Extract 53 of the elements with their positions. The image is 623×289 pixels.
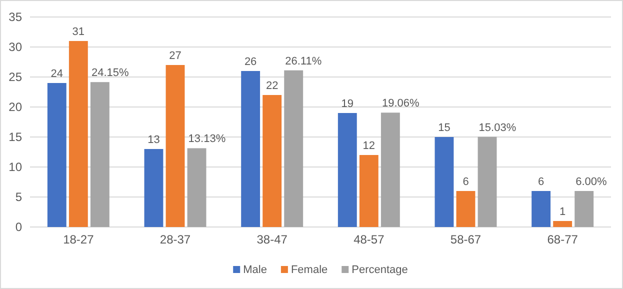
bar: [553, 221, 572, 227]
data-label: 19.06%: [382, 98, 420, 110]
data-label: 12: [362, 140, 376, 152]
data-label: 15.03%: [478, 122, 516, 134]
bar: [68, 41, 88, 227]
bar: [241, 71, 260, 227]
bar: [47, 83, 66, 227]
data-label: 6: [462, 176, 469, 188]
data-label: 1: [560, 206, 566, 218]
data-label: 19: [341, 98, 354, 110]
bar: [574, 191, 594, 227]
legend-label: Female: [290, 264, 328, 276]
bar: [166, 65, 185, 227]
y-tick-label: 20: [8, 100, 22, 114]
data-label: 26.11%: [285, 55, 322, 68]
y-tick-label: 15: [8, 130, 22, 144]
bar: [144, 149, 164, 227]
bar: [338, 113, 357, 227]
y-tick-label: 30: [8, 40, 22, 54]
data-label: 26: [244, 56, 257, 68]
bar: [359, 155, 378, 227]
bar: [187, 148, 206, 227]
x-tick-label: 28-37: [160, 232, 191, 247]
data-label: 15: [438, 122, 450, 134]
x-tick-label: 18-27: [63, 232, 94, 247]
x-tick-label: 68-77: [547, 232, 578, 247]
data-label: 6: [538, 176, 544, 188]
bar: [478, 136, 497, 227]
data-label: 31: [72, 26, 85, 38]
data-label: 27: [169, 50, 182, 62]
data-label: 6.00%: [576, 176, 608, 188]
y-tick-label: 35: [8, 10, 22, 24]
y-tick-label: 25: [8, 70, 22, 84]
data-label: 24.15%: [91, 67, 129, 80]
data-label: 22: [266, 80, 278, 92]
bar: [284, 70, 304, 227]
y-tick-label: 0: [15, 220, 22, 234]
bar: [90, 82, 110, 227]
bar: [262, 95, 282, 227]
bar: [456, 191, 476, 227]
bar: [380, 112, 400, 227]
data-label: 24: [50, 68, 64, 80]
y-tick-label: 10: [8, 160, 22, 174]
y-tick-label: 5: [15, 190, 22, 204]
x-tick-label: 58-67: [450, 232, 482, 247]
bar: [532, 191, 551, 227]
legend-label: Male: [243, 264, 267, 276]
x-tick-label: 38-47: [256, 232, 288, 247]
data-label: 13: [148, 134, 160, 146]
data-label: 13.13%: [188, 133, 226, 146]
legend-label: Percentage: [352, 264, 408, 276]
x-tick-label: 48-57: [354, 232, 385, 247]
bar: [434, 137, 454, 227]
